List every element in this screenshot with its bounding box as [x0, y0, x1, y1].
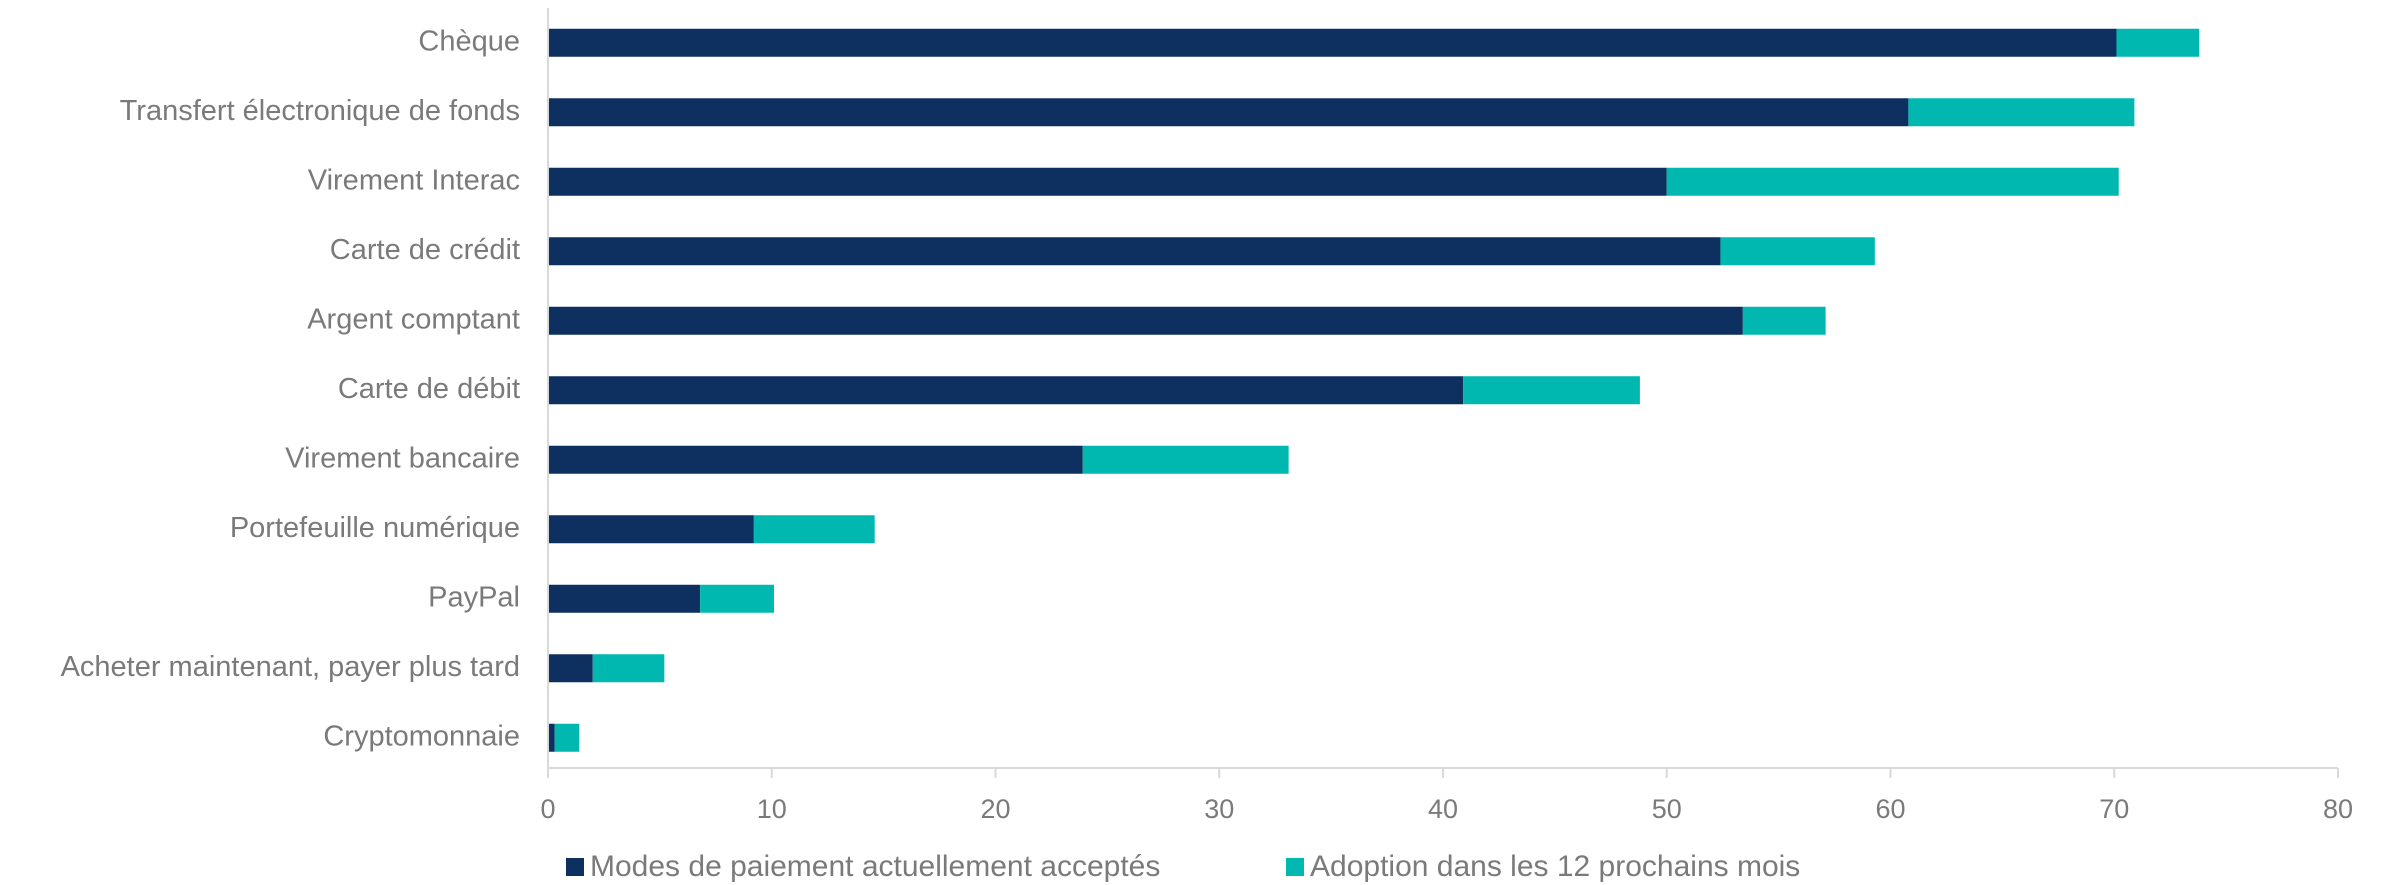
category-labels: Chèque Transfert électronique de fonds Vir… [61, 25, 520, 752]
legend-swatch-adoption [1286, 858, 1304, 876]
x-tick-label: 20 [980, 794, 1010, 824]
category-label: PayPal [428, 581, 520, 613]
bar-current-0 [548, 28, 2117, 57]
bar-current-8 [548, 584, 701, 613]
bars-group [548, 28, 2200, 752]
x-axis-ticks: 0 10 20 30 40 50 60 70 80 [540, 768, 2353, 824]
x-tick-label: 40 [1428, 794, 1458, 824]
bar-current-3 [548, 237, 1721, 266]
bar-current-7 [548, 515, 754, 544]
category-label: Cryptomonnaie [323, 720, 520, 752]
bar-current-2 [548, 167, 1667, 196]
x-tick-label: 60 [1875, 794, 1905, 824]
category-label: Carte de débit [338, 373, 520, 405]
x-tick-label: 80 [2323, 794, 2353, 824]
bar-current-4 [548, 306, 1743, 335]
bar-current-9 [548, 654, 593, 683]
x-tick-label: 10 [757, 794, 787, 824]
category-label: Virement Interac [308, 164, 520, 196]
x-tick-label: 70 [2099, 794, 2129, 824]
legend: Modes de paiement actuellement acceptés A… [566, 850, 1800, 883]
x-tick-label: 50 [1652, 794, 1682, 824]
bar-current-5 [548, 376, 1464, 405]
legend-label-adoption: Adoption dans les 12 prochains mois [1310, 850, 1800, 883]
bar-adoption-3 [1720, 237, 1875, 266]
x-tick-label: 0 [540, 794, 555, 824]
category-label: Virement bancaire [285, 442, 520, 474]
bar-adoption-8 [700, 584, 774, 613]
category-label: Portefeuille numérique [230, 512, 520, 544]
bar-adoption-10 [554, 723, 580, 752]
bar-adoption-0 [2116, 28, 2200, 57]
bar-adoption-4 [1742, 306, 1826, 335]
x-tick-label: 30 [1204, 794, 1234, 824]
category-label: Carte de crédit [330, 234, 520, 266]
bar-current-6 [548, 445, 1083, 474]
bar-adoption-9 [592, 654, 665, 683]
category-label: Transfert électronique de fonds [120, 95, 520, 127]
bar-current-10 [548, 723, 555, 752]
legend-label-current: Modes de paiement actuellement acceptés [590, 850, 1160, 883]
bar-adoption-5 [1463, 376, 1640, 405]
bar-adoption-2 [1666, 167, 2119, 196]
category-label: Acheter maintenant, payer plus tard [61, 651, 520, 683]
category-label: Argent comptant [307, 303, 520, 335]
bar-adoption-7 [753, 515, 875, 544]
bar-adoption-6 [1082, 445, 1289, 474]
bar-adoption-1 [1908, 98, 2135, 127]
category-label: Chèque [418, 25, 520, 57]
legend-swatch-current [566, 858, 584, 876]
bar-current-1 [548, 98, 1909, 127]
